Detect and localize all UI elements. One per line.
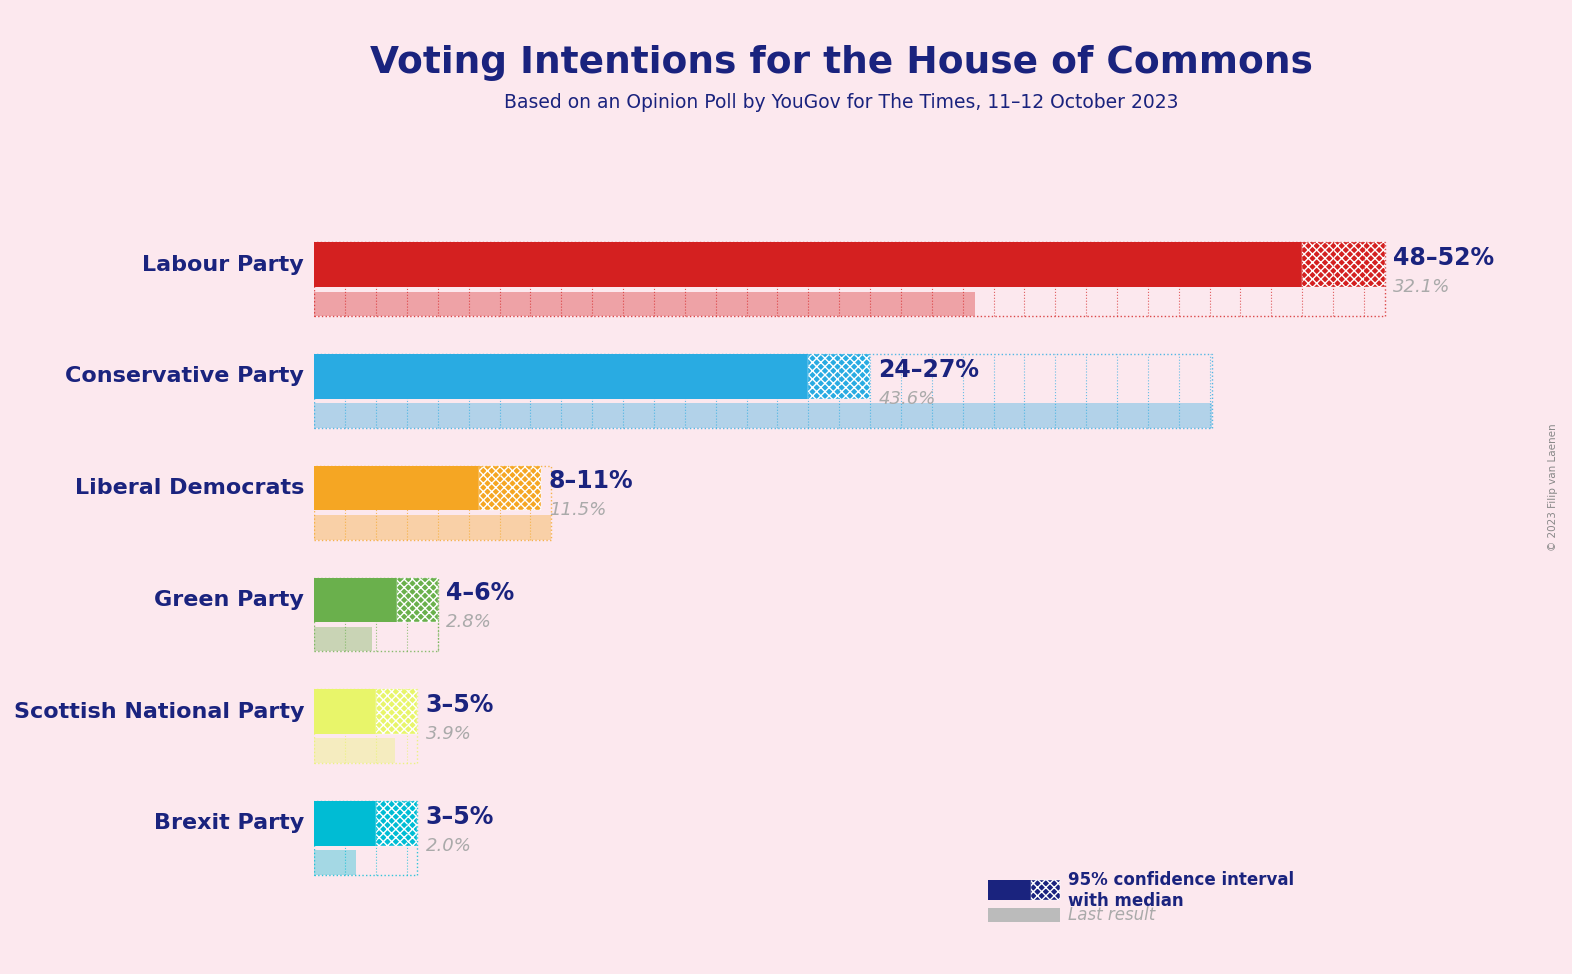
Bar	[314, 355, 1212, 428]
Bar	[479, 466, 541, 510]
Bar	[314, 291, 975, 317]
Bar	[314, 466, 479, 510]
Bar	[314, 243, 1302, 287]
Bar	[314, 738, 395, 763]
Text: Labour Party: Labour Party	[143, 254, 303, 275]
Bar	[314, 626, 373, 652]
Text: Based on an Opinion Poll by YouGov for The Times, 11–12 October 2023: Based on an Opinion Poll by YouGov for T…	[503, 93, 1179, 112]
Text: 3–5%: 3–5%	[426, 693, 494, 717]
Text: Green Party: Green Party	[154, 590, 303, 610]
Text: 3.9%: 3.9%	[426, 725, 472, 743]
Text: 43.6%: 43.6%	[879, 390, 935, 408]
Text: 8–11%: 8–11%	[549, 469, 634, 494]
Bar	[314, 578, 396, 622]
Bar	[314, 403, 1212, 428]
Text: 95% confidence interval
with median: 95% confidence interval with median	[1067, 871, 1294, 910]
Bar	[314, 515, 552, 540]
Bar	[314, 801, 417, 875]
Bar	[314, 690, 376, 734]
Text: Liberal Democrats: Liberal Democrats	[75, 478, 303, 498]
Bar	[314, 850, 355, 875]
Bar	[987, 908, 1060, 921]
Text: Conservative Party: Conservative Party	[64, 366, 303, 387]
Text: 4–6%: 4–6%	[446, 581, 514, 605]
Text: 2.8%: 2.8%	[446, 614, 492, 631]
Bar	[987, 880, 1031, 900]
Text: © 2023 Filip van Laenen: © 2023 Filip van Laenen	[1548, 423, 1558, 551]
Text: 48–52%: 48–52%	[1393, 246, 1493, 270]
Bar	[314, 243, 1385, 317]
Text: 3–5%: 3–5%	[426, 805, 494, 829]
Text: Scottish National Party: Scottish National Party	[14, 701, 303, 722]
Text: 11.5%: 11.5%	[549, 502, 607, 519]
Text: 32.1%: 32.1%	[1393, 278, 1449, 296]
Bar	[376, 801, 417, 845]
Text: Brexit Party: Brexit Party	[154, 813, 303, 834]
Bar	[808, 355, 869, 398]
Text: Last result: Last result	[1067, 906, 1155, 924]
Bar	[396, 578, 439, 622]
Bar	[1031, 880, 1060, 900]
Text: 24–27%: 24–27%	[879, 357, 979, 382]
Text: 2.0%: 2.0%	[426, 837, 472, 854]
Bar	[314, 578, 439, 652]
Text: Voting Intentions for the House of Commons: Voting Intentions for the House of Commo…	[369, 46, 1313, 81]
Bar	[376, 690, 417, 734]
Bar	[314, 690, 417, 763]
Bar	[314, 801, 376, 845]
Bar	[314, 466, 552, 540]
Bar	[1302, 243, 1385, 287]
Bar	[314, 355, 808, 398]
